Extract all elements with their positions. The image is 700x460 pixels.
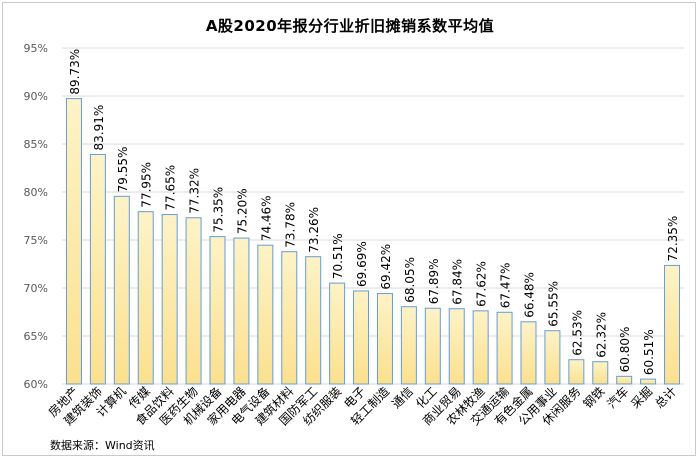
data-label: 72.35% — [666, 216, 680, 262]
bar-5 — [185, 217, 202, 385]
bar-8 — [257, 244, 274, 385]
category-label: 通信 — [389, 384, 416, 411]
bar-20 — [544, 330, 561, 385]
data-label: 68.05% — [403, 257, 417, 303]
bar-0 — [65, 98, 82, 385]
bar-24 — [640, 378, 657, 385]
data-label: 69.42% — [379, 244, 393, 290]
data-label: 79.55% — [116, 147, 130, 193]
data-label: 73.78% — [283, 202, 297, 248]
bar-16 — [448, 308, 465, 385]
y-tick-label: 85% — [24, 138, 48, 151]
y-tick-label: 70% — [24, 282, 48, 295]
data-label: 67.62% — [475, 261, 489, 307]
bar-6 — [209, 236, 226, 385]
data-label: 77.95% — [140, 162, 154, 208]
bar-25 — [664, 264, 681, 385]
data-label: 77.32% — [188, 168, 202, 214]
data-label: 67.47% — [499, 263, 513, 309]
data-label: 75.20% — [235, 188, 249, 234]
bar-22 — [592, 361, 609, 385]
bar-21 — [568, 359, 585, 385]
data-label: 62.32% — [594, 312, 608, 358]
bar-3 — [137, 211, 154, 385]
data-label: 83.91% — [92, 105, 106, 151]
bar-15 — [424, 307, 441, 385]
data-label: 69.69% — [355, 241, 369, 287]
data-label: 73.26% — [307, 207, 321, 253]
data-label: 70.51% — [331, 233, 345, 279]
bar-1 — [89, 153, 106, 385]
bar-23 — [616, 375, 633, 385]
bar-18 — [496, 311, 513, 385]
bar-12 — [353, 290, 370, 385]
y-tick-label: 65% — [24, 330, 48, 343]
data-label: 65.55% — [546, 281, 560, 327]
y-tick-label: 60% — [24, 378, 48, 391]
y-tick-label: 95% — [24, 42, 48, 55]
bar-19 — [520, 321, 537, 385]
category-label: 总计 — [652, 384, 679, 411]
data-source-note: 数据来源：Wind资讯 — [50, 439, 155, 452]
bar-11 — [329, 282, 346, 385]
bar-9 — [281, 251, 298, 385]
y-tick-label: 75% — [24, 234, 48, 247]
bar-13 — [376, 293, 393, 385]
bar-17 — [472, 310, 489, 385]
data-label: 66.48% — [523, 272, 537, 318]
data-label: 89.73% — [68, 49, 82, 95]
category-label: 汽车 — [604, 384, 632, 412]
data-label: 77.65% — [164, 165, 178, 211]
bar-2 — [113, 195, 130, 385]
data-label: 60.80% — [618, 327, 632, 373]
bar-10 — [305, 256, 322, 385]
y-tick-label: 80% — [24, 186, 48, 199]
data-label: 62.53% — [570, 310, 584, 356]
y-tick-label: 90% — [24, 90, 48, 103]
bar-14 — [400, 306, 417, 385]
category-label: 采掘 — [628, 384, 656, 412]
category-label: 钢铁 — [581, 384, 608, 411]
data-label: 75.35% — [212, 187, 226, 233]
data-label: 74.46% — [259, 195, 273, 241]
data-label: 67.89% — [427, 258, 441, 304]
data-label: 60.51% — [642, 329, 656, 375]
bar-4 — [161, 214, 178, 385]
bar-7 — [233, 237, 250, 385]
chart-title: A股2020年报分行业折旧摊销系数平均值 — [205, 17, 495, 35]
data-label: 67.84% — [451, 259, 465, 305]
